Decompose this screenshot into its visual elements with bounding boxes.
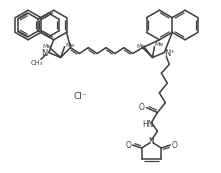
Text: Cl⁻: Cl⁻	[74, 92, 87, 101]
Text: N⁺: N⁺	[164, 49, 175, 58]
Text: Me: Me	[42, 44, 51, 49]
Text: N: N	[149, 137, 154, 146]
Text: CH₃: CH₃	[31, 60, 43, 66]
Text: N: N	[41, 49, 47, 58]
Text: Me: Me	[155, 42, 164, 47]
Text: O: O	[126, 140, 132, 149]
Text: Me: Me	[136, 44, 145, 49]
Text: O: O	[171, 140, 177, 149]
Text: HN: HN	[142, 120, 153, 129]
Text: Me: Me	[65, 43, 74, 48]
Text: O: O	[139, 103, 145, 112]
